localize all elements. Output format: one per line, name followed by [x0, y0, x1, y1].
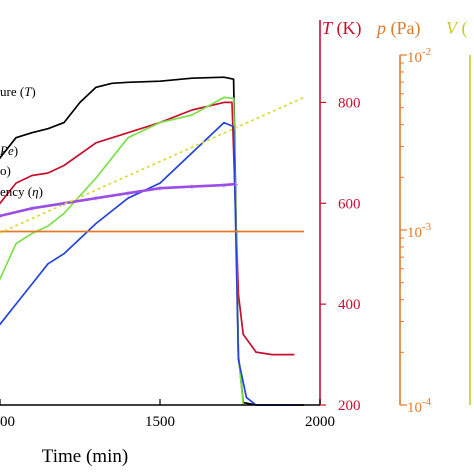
series-line-efficiency	[0, 182, 236, 218]
plot-area: ++++++++++++++	[0, 76, 305, 406]
series-marker-efficiency: +	[125, 188, 131, 200]
pressure-axis-title: p (Pa)	[375, 18, 421, 39]
series-line-blue	[0, 121, 298, 406]
series-marker-efficiency: +	[29, 203, 35, 215]
series-line-temperature	[0, 76, 304, 406]
pressure-tick-label: 10-2	[407, 46, 431, 66]
x-tick-label: 2000	[305, 414, 335, 430]
pressure-tick-label: 10-4	[407, 396, 432, 416]
temperature-tick-label: 200	[338, 398, 361, 414]
series-marker-efficiency: +	[93, 193, 99, 205]
legend-entry: o)	[0, 163, 11, 178]
series-marker-efficiency: +	[232, 179, 238, 191]
v-axis-title: V (	[446, 18, 468, 39]
series-marker-efficiency: +	[0, 211, 3, 223]
temperature-axis-title: T (K)	[322, 18, 362, 39]
x-axis-label: Time (min)	[42, 446, 128, 467]
legend-entry: ency (η)	[0, 184, 43, 199]
legend-entry: ure (T)	[0, 84, 36, 99]
series-marker-efficiency: +	[221, 180, 227, 192]
legend: ure (T) Pe) o) ency (η)	[0, 84, 43, 199]
legend-entry: Pe)	[0, 143, 18, 158]
series-line-red	[0, 101, 295, 356]
series-line-yellow-dashed	[0, 96, 305, 234]
series-marker-efficiency: +	[157, 183, 163, 195]
series-marker-efficiency: +	[189, 182, 195, 194]
pressure-tick-label: 10-3	[407, 221, 432, 241]
series-marker-efficiency: +	[61, 198, 67, 210]
temperature-tick-label: 400	[338, 297, 361, 313]
temperature-tick-label: 800	[338, 95, 361, 111]
x-tick-label: 1500	[145, 414, 175, 430]
temperature-tick-label: 600	[338, 196, 361, 212]
x-tick-label: 1000	[0, 414, 15, 430]
series-line-green	[0, 96, 245, 406]
